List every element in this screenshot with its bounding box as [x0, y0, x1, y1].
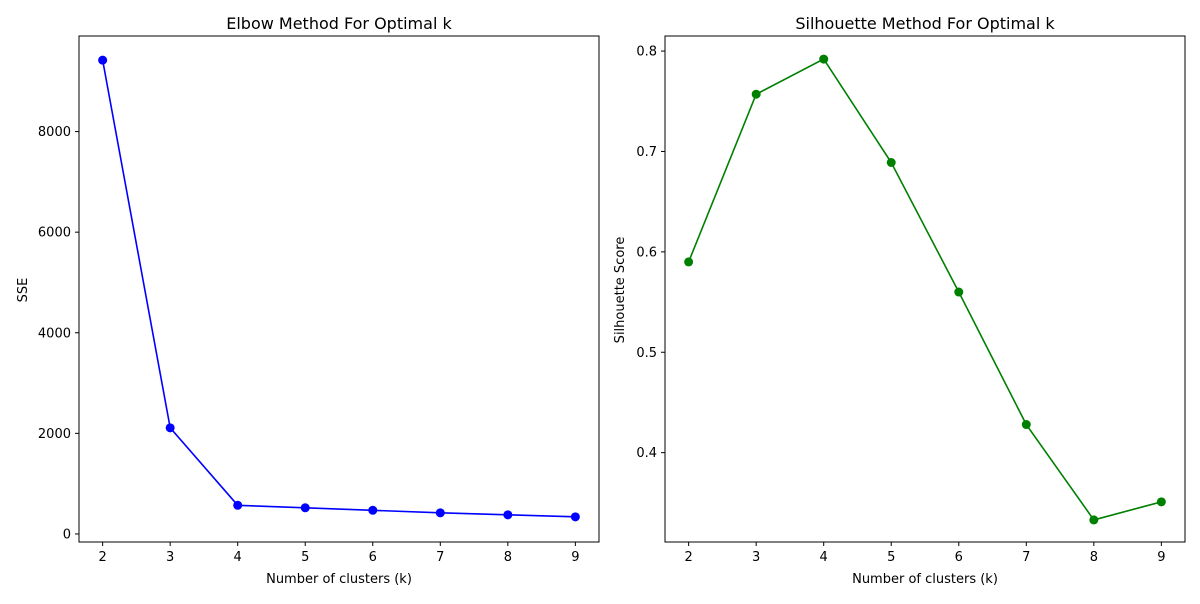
silhouette-chart-data-point: [886, 158, 896, 167]
elbow-chart-data-point: [165, 423, 175, 433]
elbow-chart-x-tick-label: 4: [234, 550, 242, 565]
silhouette-chart-y-tick-label: 0.8: [636, 45, 657, 60]
elbow-chart-ylabel: SSE: [16, 278, 31, 303]
silhouette-chart-x-tick-label: 8: [1090, 550, 1098, 565]
elbow-chart-x-tick-label: 8: [504, 550, 512, 565]
elbow-chart-y-tick-label: 0: [63, 527, 71, 542]
silhouette-chart-x-tick-label: 3: [752, 550, 760, 565]
elbow-chart-y-tick-label: 6000: [38, 226, 71, 241]
silhouette-chart-title: Silhouette Method For Optimal k: [795, 14, 1055, 33]
elbow-chart-data-point: [368, 505, 378, 515]
elbow-chart-y-tick-label: 2000: [38, 427, 71, 442]
elbow-chart-x-tick-label: 7: [436, 550, 444, 565]
silhouette-chart-series-line: [687, 58, 1162, 521]
elbow-chart-data-point: [300, 503, 310, 513]
silhouette-chart-data-point: [751, 89, 761, 99]
elbow-chart-x-tick-label: 5: [301, 550, 309, 565]
silhouette-chart-data-point: [1156, 497, 1166, 507]
elbow-chart-data-point: [233, 500, 243, 510]
elbow-chart-x-tick-label: 9: [571, 550, 579, 565]
elbow-chart-data-point: [98, 55, 108, 65]
silhouette-chart: Silhouette Method For Optimal k Number o…: [613, 14, 1186, 587]
elbow-chart-x-tick-label: 6: [369, 550, 377, 565]
silhouette-chart-xlabel: Number of clusters (k): [852, 572, 998, 587]
elbow-chart-axes-frame: [78, 35, 600, 543]
elbow-chart-data-point: [503, 510, 513, 520]
silhouette-chart-x-tick-label: 7: [1022, 550, 1030, 565]
elbow-chart-series-line: [101, 59, 576, 518]
silhouette-chart-data-point: [1021, 420, 1031, 430]
silhouette-chart-data-point: [819, 54, 829, 64]
elbow-chart: Elbow Method For Optimal k Number of clu…: [16, 14, 600, 587]
silhouette-chart-y-tick-label: 0.5: [636, 346, 657, 361]
silhouette-chart-data-point: [684, 257, 694, 267]
elbow-chart-xlabel: Number of clusters (k): [266, 572, 412, 587]
silhouette-chart-axes-frame: [664, 35, 1186, 543]
elbow-chart-x-tick-label: 3: [166, 550, 174, 565]
silhouette-chart-y-tick-label: 0.4: [636, 446, 657, 461]
silhouette-chart-y-tick-label: 0.7: [636, 145, 657, 160]
elbow-chart-y-tick-label: 8000: [38, 125, 71, 140]
elbow-chart-data-point: [570, 512, 580, 522]
silhouette-chart-x-tick-label: 2: [684, 550, 692, 565]
silhouette-chart-x-tick-label: 6: [955, 550, 963, 565]
elbow-chart-title: Elbow Method For Optimal k: [226, 14, 452, 33]
silhouette-chart-x-tick-label: 9: [1157, 550, 1165, 565]
elbow-chart-y-tick-label: 4000: [38, 326, 71, 341]
silhouette-chart-ylabel: Silhouette Score: [613, 237, 628, 344]
silhouette-chart-x-tick-label: 5: [887, 550, 895, 565]
elbow-chart-x-tick-label: 2: [98, 550, 106, 565]
silhouette-chart-data-point: [1089, 515, 1099, 525]
silhouette-chart-y-tick-label: 0.6: [636, 245, 657, 260]
silhouette-chart-x-tick-label: 4: [820, 550, 828, 565]
silhouette-chart-data-point: [954, 287, 964, 297]
elbow-chart-data-point: [435, 508, 445, 518]
